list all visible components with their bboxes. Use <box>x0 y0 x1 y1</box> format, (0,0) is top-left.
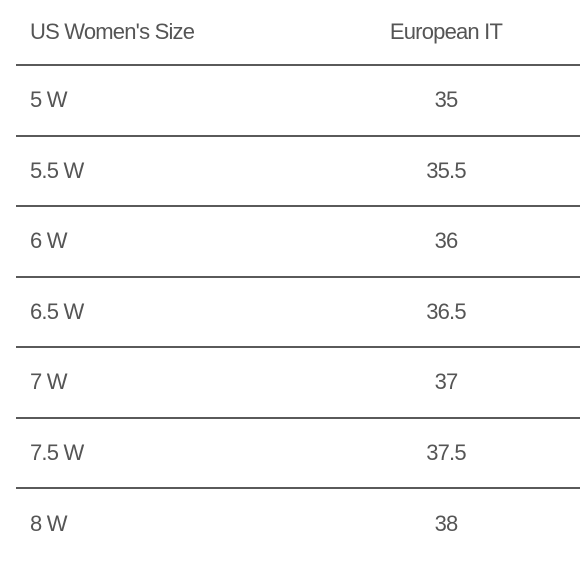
eu-size: 37 <box>434 369 459 395</box>
table-row: 6 W 36 <box>16 207 580 278</box>
header-row: US Women's Size European IT <box>16 0 580 66</box>
table-row: 7 W 37 <box>16 348 580 419</box>
header-cell: US Women's Size <box>30 19 195 44</box>
eu-size: 35.5 <box>426 157 466 183</box>
us-size: 5.5 W <box>30 157 84 183</box>
eu-size: 36.5 <box>426 298 466 324</box>
us-size: 7.5 W <box>30 439 84 465</box>
eu-size: 36 <box>434 228 459 254</box>
us-size: 5 W <box>30 87 68 113</box>
us-size: 6 W <box>30 228 68 254</box>
table-row: 8 W 38 <box>16 489 580 560</box>
eu-size: 35 <box>434 87 459 113</box>
us-size: 7 W <box>30 369 68 395</box>
size-table: US Women's Size European IT 5 W 35 5.5 W 35.5… <box>16 0 580 560</box>
eu-size: 38 <box>434 511 459 537</box>
table-row: 5.5 W 35.5 <box>16 137 580 207</box>
table-row: 7.5 W 37.5 <box>16 419 580 489</box>
us-size: 6.5 W <box>30 298 84 324</box>
table-row: 5 W 35 <box>16 66 580 137</box>
table-row: 6.5 W 36.5 <box>16 278 580 348</box>
eu-size: 37.5 <box>426 439 466 465</box>
header-cell: European IT <box>389 19 503 44</box>
us-size: 8 W <box>30 511 68 537</box>
